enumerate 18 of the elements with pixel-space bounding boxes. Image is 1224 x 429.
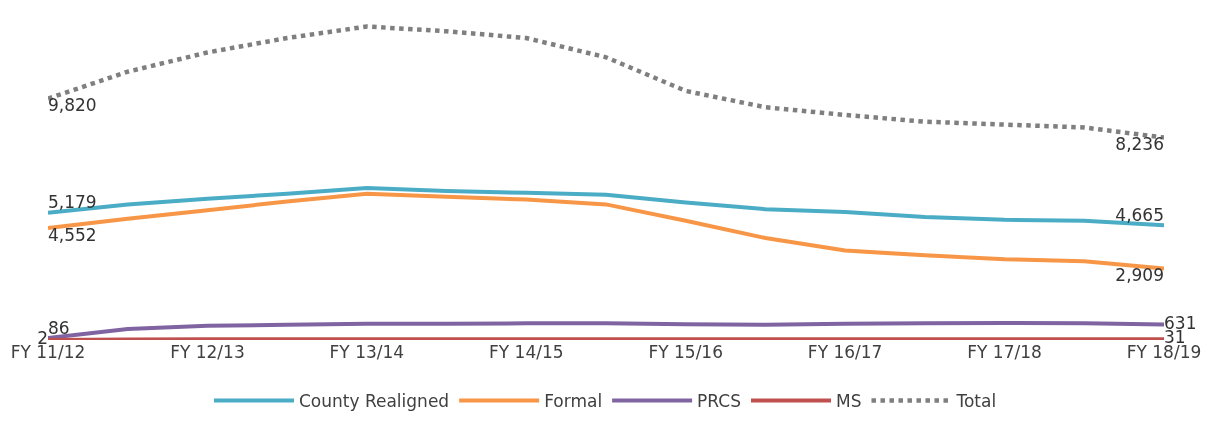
x-tick-label: FY 12/13: [170, 342, 245, 362]
x-tick-label: FY 14/15: [489, 342, 564, 362]
legend-label: MS: [836, 391, 862, 412]
data-label: 2,909: [1115, 265, 1164, 286]
legend-label: PRCS: [697, 391, 741, 412]
data-label: 4,552: [48, 224, 97, 245]
data-label: 8,236: [1115, 134, 1164, 155]
data-label: 9,820: [48, 95, 97, 116]
x-tick-label: FY 15/16: [648, 342, 723, 362]
x-tick-label: FY 13/14: [329, 342, 405, 362]
legend-label: County Realigned: [299, 391, 450, 412]
x-tick-label: FY 16/17: [807, 342, 883, 362]
data-label: 5,179: [48, 192, 97, 213]
legend-label: Total: [955, 391, 997, 412]
x-tick-label: FY 17/18: [967, 342, 1042, 362]
data-label: 86: [48, 317, 70, 338]
data-label: 4,665: [1115, 205, 1164, 226]
legend-label: Formal: [544, 391, 603, 412]
